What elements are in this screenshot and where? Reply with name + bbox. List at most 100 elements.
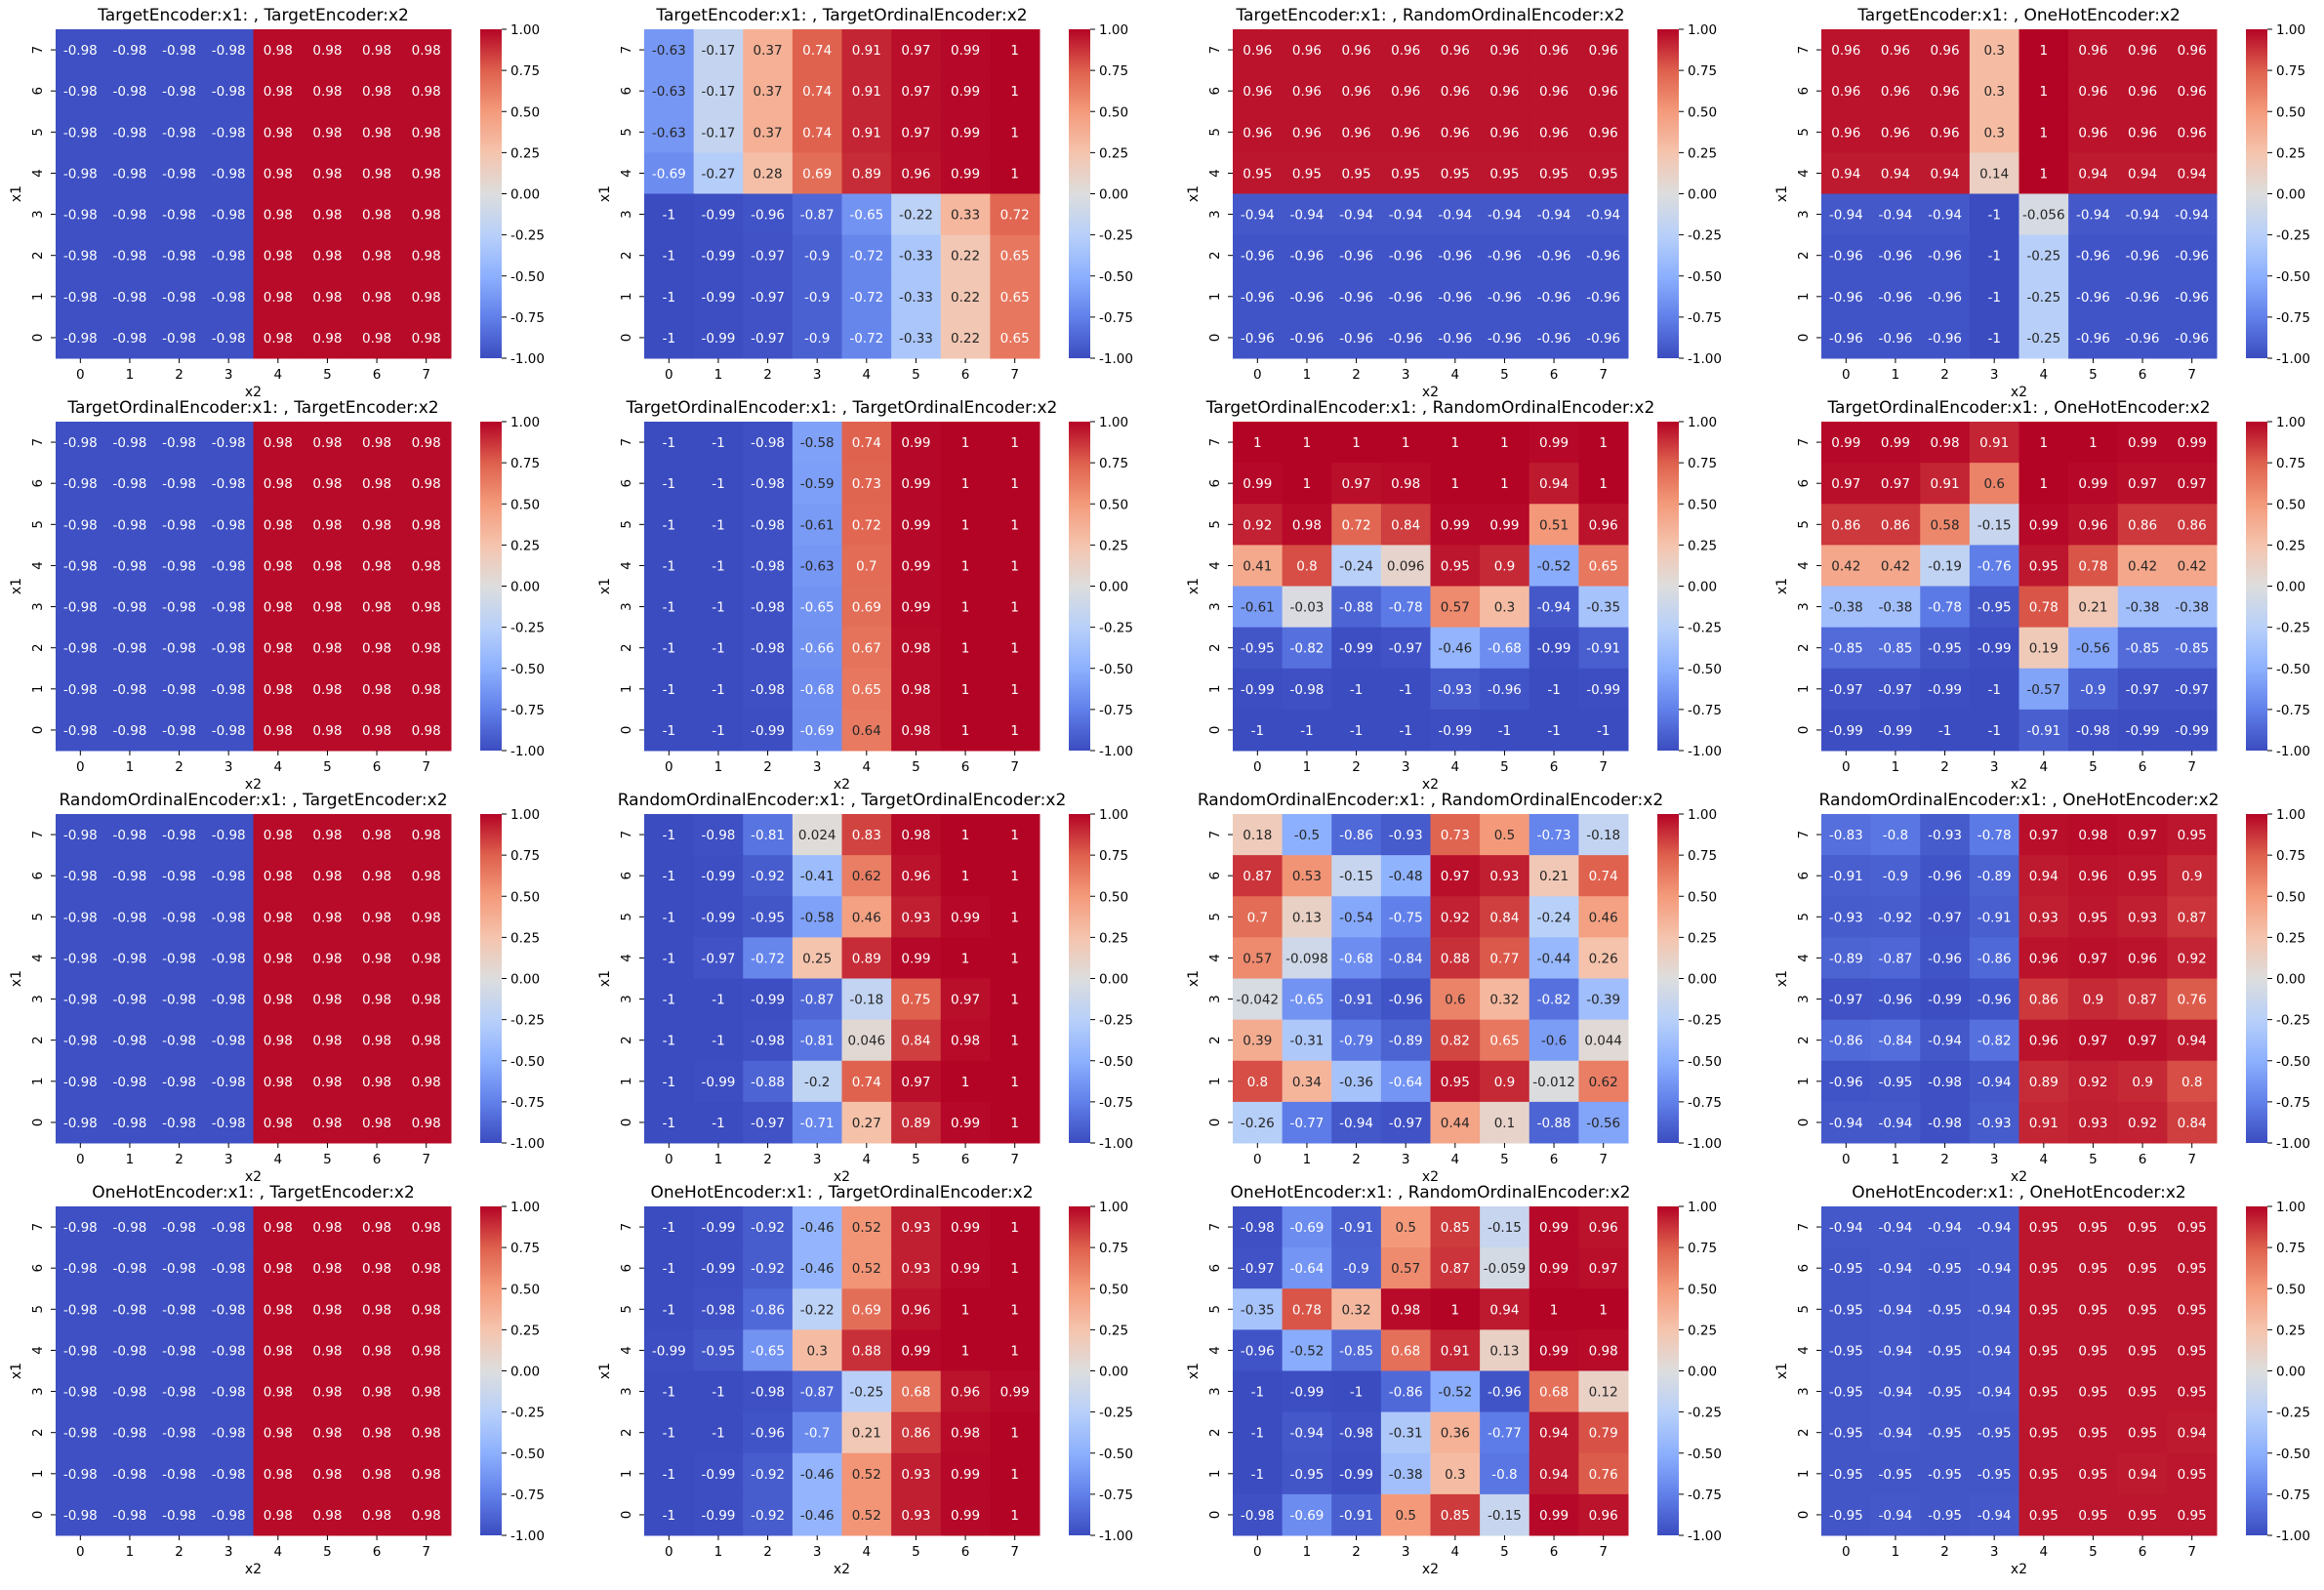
cell-value-label: 0.72 [852,517,881,533]
cell-value-label: -0.012 [1532,1075,1575,1090]
cell-value-label: 1 [961,476,970,492]
cell-value-label: -0.94 [2126,208,2160,224]
colorbar-tick-label: 0.00 [1099,187,1128,203]
cell-value-label: 1 [961,641,970,657]
y-tick-label: 3 [1207,1387,1223,1396]
colorbar-tick-label: -1.00 [510,744,545,759]
heatmap-cell [303,316,353,359]
cell-value-label: -0.94 [1829,208,1863,224]
y-tick-label: 7 [1207,438,1223,447]
x-tick-label: 1 [1303,1544,1312,1560]
cell-value-label: 0.98 [412,828,441,843]
cell-value-label: 0.95 [2078,1302,2107,1318]
colorbar-tick-label: 0.75 [1688,63,1717,79]
cell-value-label: -0.91 [1339,993,1373,1008]
y-tick-label: 5 [1796,520,1812,529]
cell-value-label: -0.94 [1438,208,1472,224]
colorbar-tick-label: 0.50 [510,1282,540,1297]
cell-value-label: -0.52 [1289,1343,1324,1359]
cell-value-label: -0.82 [1289,641,1324,657]
cell-value-label: -0.92 [751,1220,785,1236]
cell-value-label: 0.93 [2128,910,2157,925]
cell-value-label: -0.91 [1586,641,1620,657]
heatmap-cell [1920,275,1971,318]
cell-value-label: 0.95 [2029,1426,2059,1442]
cell-value-label: -1 [1987,331,2000,347]
cell-value-label: 0.96 [2078,84,2107,100]
cell-value-label: -0.77 [1488,1426,1522,1442]
x-tick-label: 7 [1010,367,1019,383]
y-tick-label: 2 [619,1428,634,1437]
cell-value-label: 0.65 [1000,290,1030,306]
cell-value-label: 0.41 [1243,558,1272,574]
cell-value-label: -0.99 [701,1467,735,1483]
cell-value-label: -0.48 [1389,869,1423,884]
cell-value-label: 0.98 [412,476,441,492]
heatmap-cell [1870,234,1921,277]
x-tick-label: 6 [1550,1544,1559,1560]
cell-value-label: 1 [961,951,970,966]
y-tick-label: 6 [619,87,634,96]
cell-value-label: -1 [663,951,675,966]
heatmap-panel-4: TargetEncoder:x1: , OneHotEncoder:x20.96… [1774,6,2310,400]
y-axis-label: x1 [9,578,24,594]
x-tick-label: 5 [912,1152,920,1167]
cell-value-label: 0.95 [1441,1075,1470,1090]
heatmap-cell [2068,152,2119,194]
heatmap-cell [303,422,353,464]
heatmap-cell [303,275,353,318]
colorbar-tick-label: 0.50 [1688,104,1717,120]
cell-value-label: 0.98 [362,1116,391,1131]
y-tick-label: 4 [30,954,46,962]
x-tick-label: 6 [373,1152,382,1167]
cell-value-label: -0.31 [1389,1426,1423,1442]
cell-value-label: 0.98 [312,558,342,574]
heatmap-cell [1821,70,1872,112]
cell-value-label: -0.98 [162,290,196,306]
cell-value-label: 0.98 [412,1508,441,1524]
cell-value-label: 0.91 [852,84,881,100]
heatmap-cell [104,422,155,464]
y-tick-label: 3 [1796,602,1812,611]
cell-value-label: -0.8 [1883,828,1908,843]
cell-value-label: -0.38 [1389,1467,1423,1483]
cell-value-label: 0.96 [2029,1034,2059,1049]
x-tick-label: 3 [1402,1152,1410,1167]
cell-value-label: -0.96 [1389,993,1423,1008]
y-tick-label: 1 [1207,685,1223,694]
cell-value-label: 0.98 [312,517,342,533]
cell-value-label: -0.99 [701,910,735,925]
cell-value-label: 0.98 [264,641,293,657]
cell-value-label: 0.95 [2178,1261,2207,1277]
y-tick-label: 2 [1796,251,1812,260]
cell-value-label: 0.96 [1831,84,1860,100]
colorbar-tick-label: -1.00 [2276,744,2310,759]
cell-value-label: 0.91 [1931,476,1960,492]
cell-value-label: -0.46 [800,1220,835,1236]
cell-value-label: -0.94 [1928,1220,1962,1236]
cell-value-label: 0.62 [852,869,881,884]
cell-value-label: -0.96 [2076,290,2110,306]
cell-value-label: 0.21 [852,1426,881,1442]
cell-value-label: -0.91 [2026,723,2060,739]
cell-value-label: -0.65 [751,1343,785,1359]
cell-value-label: 0.98 [412,1261,441,1277]
cell-value-label: 0.46 [852,910,881,925]
cell-value-label: -0.46 [800,1467,835,1483]
cell-value-label: -0.33 [899,249,933,265]
cell-value-label: 0.98 [362,517,391,533]
cell-value-label: -0.38 [2175,600,2209,616]
cell-value-label: 0.97 [1441,869,1470,884]
heatmap-cell [644,275,695,318]
cell-value-label: -1 [1547,723,1560,739]
y-axis-label: x1 [597,578,613,594]
cell-value-label: -0.98 [63,558,98,574]
cell-value-label: 1 [1010,1508,1019,1524]
y-tick-label: 6 [1207,872,1223,880]
cell-value-label: -0.72 [849,290,883,306]
cell-value-label: 0.99 [1539,1220,1569,1236]
cell-value-label: -0.98 [751,1034,785,1049]
cell-value-label: -0.94 [2175,208,2209,224]
cell-value-label: -0.98 [63,517,98,533]
heatmap-cell [743,111,794,153]
